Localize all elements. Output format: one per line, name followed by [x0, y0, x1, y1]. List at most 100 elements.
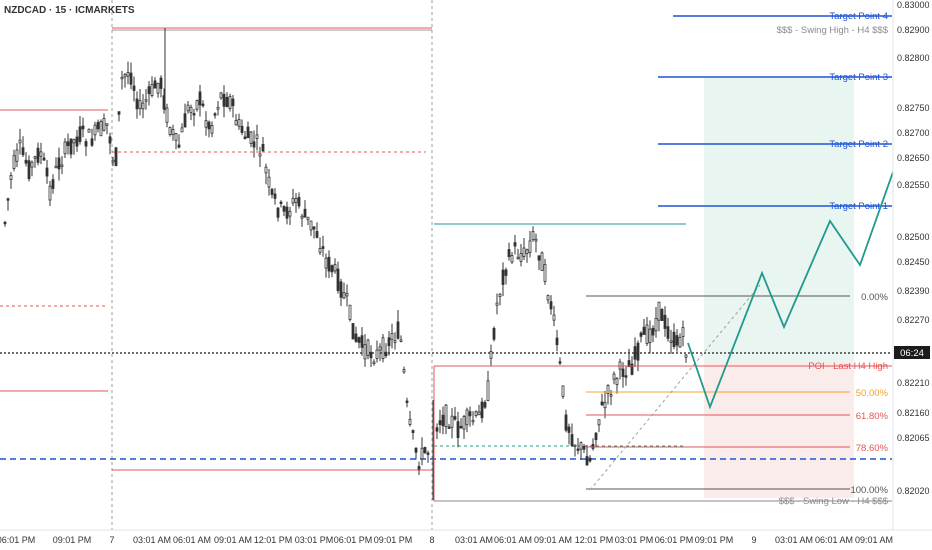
time-tick: 06:01 PM [334, 535, 373, 545]
candle-body [195, 100, 199, 110]
candle-body [33, 156, 37, 159]
candle-body [135, 98, 139, 110]
candle-body [477, 411, 481, 416]
candle-body [465, 409, 469, 426]
candle-body [525, 249, 529, 254]
candle-body [531, 231, 535, 241]
candle-body [540, 252, 544, 271]
candle-body [561, 385, 565, 397]
candle-body [204, 120, 208, 128]
candle-body [345, 292, 349, 297]
candle-body [381, 337, 385, 360]
candle-body [384, 351, 388, 357]
candle-body [279, 201, 283, 204]
candle-body [444, 404, 448, 427]
fib-label: 50.00% [856, 388, 889, 399]
candle-body [369, 351, 373, 359]
fib-diagonal [589, 284, 761, 491]
candle-body [303, 208, 307, 218]
candle-body [129, 72, 133, 85]
price-tick: 0.82065 [897, 433, 930, 443]
price-tick: 0.82020 [897, 486, 930, 496]
level-label: Target Point 3 [829, 72, 888, 83]
candle-body [165, 107, 169, 123]
candle-body [117, 111, 121, 115]
time-tick: 7 [109, 535, 114, 545]
price-tick: 0.82650 [897, 153, 930, 163]
candle-body [138, 100, 142, 110]
candle-body [642, 326, 646, 335]
level-label: Target Point 2 [829, 139, 888, 150]
candle-body [291, 197, 295, 204]
candle-body [186, 104, 190, 112]
candle-body [357, 337, 361, 343]
candle-body [675, 335, 679, 346]
candle-body [396, 321, 400, 339]
candle-body [393, 340, 397, 343]
candle-body [93, 124, 97, 136]
candle-body [24, 159, 28, 164]
price-tick: 0.82210 [897, 378, 930, 388]
candle-body [645, 324, 649, 344]
candle-body [264, 166, 268, 174]
price-tick: 0.82800 [897, 53, 930, 63]
candle-body [378, 346, 382, 351]
stop-zone [704, 362, 854, 498]
candle-body [114, 147, 118, 166]
candle-body [558, 361, 562, 364]
candle-body [180, 127, 184, 133]
candle-body [450, 415, 454, 428]
candle-body [567, 426, 571, 433]
price-tick: 0.82550 [897, 180, 930, 190]
candle-body [510, 255, 514, 263]
candle-body [519, 253, 523, 262]
candle-body [243, 136, 247, 139]
price-tick: 0.82270 [897, 315, 930, 325]
time-tick: 06:01 PM [655, 535, 694, 545]
time-tick: 03:01 PM [615, 535, 654, 545]
candle-body [276, 207, 280, 218]
time-tick: 06:01 PM [0, 535, 35, 545]
level-label: $$$ - Swing Low - H4 $$$ [779, 496, 889, 507]
candle-body [612, 373, 616, 380]
candle-body [516, 256, 520, 260]
time-tick: 09:01 AM [534, 535, 572, 545]
projection-path [687, 171, 894, 410]
candle-body [495, 302, 499, 306]
candle-body [447, 426, 451, 429]
candle-body [678, 337, 682, 348]
candle-body [570, 434, 574, 446]
candle-body [18, 139, 22, 144]
candle-body [591, 444, 595, 449]
candle-body [549, 301, 553, 310]
candle-body [438, 420, 442, 425]
candle-body [597, 419, 601, 426]
candle-body [498, 293, 502, 297]
candle-body [681, 327, 685, 337]
candle-body [159, 77, 163, 89]
candle-body [480, 401, 484, 419]
time-tick: 9 [751, 535, 756, 545]
candle-body [57, 157, 61, 170]
time-tick: 06:01 AM [815, 535, 853, 545]
candle-body [624, 375, 628, 378]
candle-body [306, 216, 310, 221]
candle-body [552, 314, 556, 321]
candle-body [192, 113, 196, 116]
candlestick-series [3, 28, 688, 500]
candle-body [210, 125, 214, 134]
candle-body [606, 385, 610, 394]
candle-body [366, 339, 370, 356]
candle-body [48, 185, 52, 201]
candle-body [27, 160, 31, 180]
candle-body [225, 96, 229, 107]
candle-body [309, 220, 313, 231]
candle-body [408, 418, 412, 425]
candle-body [288, 210, 292, 217]
candle-body [435, 427, 439, 432]
candle-body [315, 231, 319, 238]
candle-body [513, 242, 517, 247]
candle-body [375, 349, 379, 359]
candle-body [588, 457, 592, 462]
